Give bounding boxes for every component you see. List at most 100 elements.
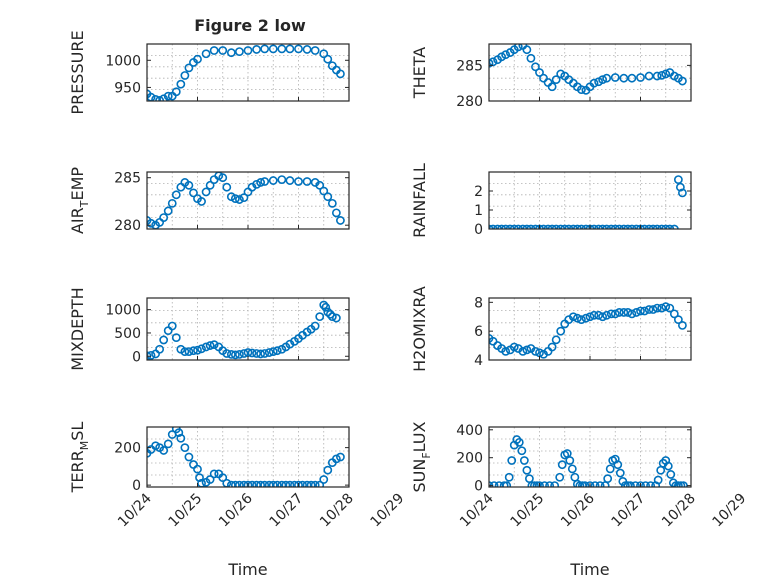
y-tick-label: 200 — [114, 441, 141, 457]
data-point — [243, 480, 253, 487]
data-point — [239, 193, 249, 203]
data-point — [252, 349, 261, 358]
data-point — [518, 44, 528, 50]
data-point — [504, 472, 514, 482]
y-tick-label: 1000 — [105, 53, 141, 69]
data-point — [180, 443, 190, 453]
data-point — [540, 481, 549, 487]
data-point — [174, 428, 184, 438]
data-point — [551, 75, 561, 85]
series-markers — [489, 175, 687, 229]
data-point — [501, 50, 511, 60]
data-point — [163, 326, 173, 336]
data-point — [589, 78, 599, 88]
data-point — [171, 87, 181, 97]
data-point — [235, 480, 244, 487]
data-point — [605, 464, 615, 474]
data-point — [514, 437, 524, 447]
data-point — [155, 344, 165, 354]
y-tick-label: 0 — [474, 479, 483, 495]
data-point — [657, 70, 667, 80]
data-point — [319, 475, 329, 484]
data-point — [277, 480, 287, 487]
data-point — [159, 213, 169, 222]
data-point — [193, 464, 202, 474]
data-point — [302, 480, 312, 487]
data-point — [600, 481, 610, 487]
data-point — [336, 216, 345, 225]
data-point — [557, 460, 567, 470]
data-point — [323, 192, 333, 202]
data-point — [319, 300, 329, 310]
data-point — [595, 481, 605, 487]
data-point — [580, 481, 590, 487]
data-point — [323, 307, 333, 317]
data-point — [636, 306, 645, 316]
data-point — [657, 303, 667, 313]
data-point — [632, 308, 641, 317]
y-tick-label: 4 — [474, 353, 483, 369]
data-point — [319, 49, 329, 59]
data-point — [277, 175, 287, 184]
data-point — [315, 312, 325, 322]
data-point — [652, 71, 662, 81]
data-point — [673, 175, 683, 184]
data-point — [230, 194, 240, 203]
data-point — [176, 182, 186, 192]
x-tick-label: 10/29 — [709, 491, 749, 531]
data-point — [209, 340, 219, 350]
data-point — [222, 349, 232, 358]
data-point — [556, 326, 566, 336]
x-tick-label: 10/25 — [165, 491, 205, 531]
data-point — [547, 82, 557, 92]
data-point — [565, 456, 575, 465]
data-point — [195, 473, 204, 483]
data-point — [550, 481, 560, 487]
data-point — [176, 433, 186, 443]
data-point — [256, 349, 266, 359]
data-point — [285, 44, 295, 54]
data-point — [577, 85, 586, 94]
y-axis-label: AIRTEMP — [68, 167, 91, 234]
y-axis-label: THETA — [410, 47, 429, 99]
data-point — [663, 461, 673, 471]
data-point — [235, 195, 244, 204]
data-point — [661, 69, 671, 79]
x-tick-label: 10/28 — [659, 491, 699, 531]
data-point — [522, 465, 532, 475]
data-point — [209, 469, 219, 479]
y-tick-label: 0 — [474, 222, 483, 238]
data-point — [319, 186, 329, 196]
data-point — [594, 310, 603, 320]
data-point — [327, 61, 337, 71]
data-point — [285, 176, 295, 185]
data-point — [526, 53, 536, 63]
subplot-7: 0 200 10/24 10/25 10/26 10/27 10/28 10/29 Time TE… — [68, 422, 407, 579]
data-point — [197, 197, 206, 206]
data-point — [302, 45, 312, 54]
data-point — [205, 180, 215, 190]
data-point — [197, 344, 206, 354]
data-point — [598, 312, 608, 322]
data-point — [323, 465, 333, 475]
grid — [489, 427, 691, 487]
data-point — [636, 481, 645, 487]
data-point — [285, 480, 295, 487]
data-point — [619, 308, 629, 317]
y-tick-label: 8 — [474, 295, 483, 311]
data-point — [218, 173, 228, 183]
data-point — [640, 306, 649, 316]
y-tick-label: 2 — [474, 184, 483, 200]
data-point — [218, 46, 228, 55]
data-point — [256, 178, 266, 187]
y-axis-label: PRESSURE — [68, 30, 87, 114]
data-point — [218, 473, 228, 483]
y-tick-label: 6 — [474, 324, 483, 340]
data-point — [189, 188, 198, 198]
data-point — [159, 335, 169, 345]
subplot-4: 0 1 2 RAINFALL — [410, 163, 692, 238]
data-point — [163, 206, 173, 216]
subplot-6: 4 6 8 H2OMIXRA — [410, 286, 692, 372]
y-tick-label: 950 — [114, 80, 141, 96]
data-point — [268, 347, 278, 357]
